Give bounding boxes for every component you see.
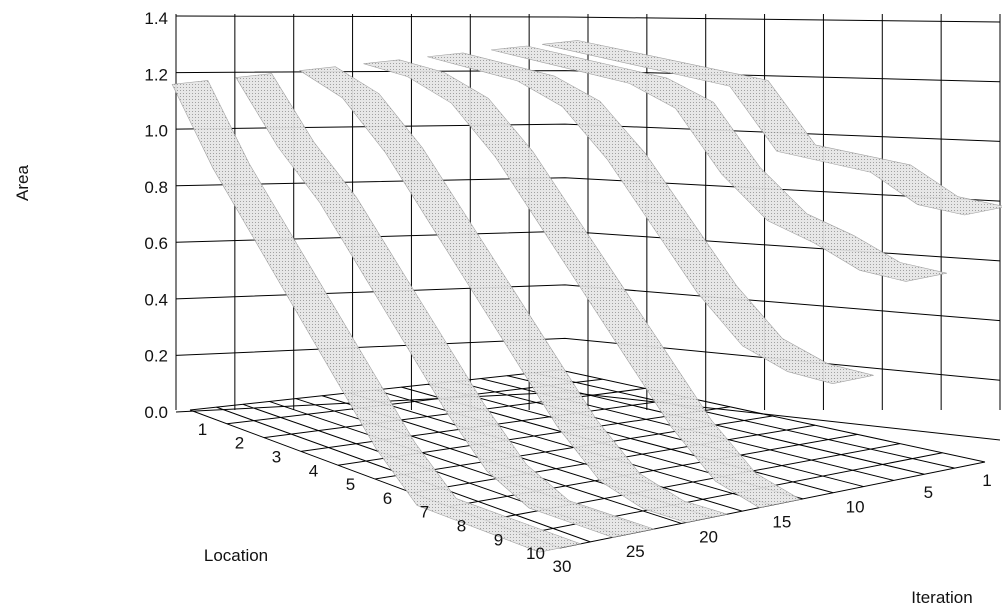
location-tick-label: 6 (383, 489, 392, 508)
z-gridline (175, 337, 1001, 381)
z-tick-label: 0.6 (144, 234, 168, 253)
z-tick-label: 1.0 (144, 122, 168, 141)
location-axis-ticks: 1 2 3 4 5 6 7 8 9 10 (198, 420, 545, 563)
z-tick-label: 0.0 (144, 403, 168, 422)
location-tick-label: 10 (526, 544, 545, 563)
z-tick-label: 0.8 (144, 178, 168, 197)
location-tick-label: 4 (309, 461, 318, 480)
surface-ribbons (171, 40, 1002, 553)
floor-gridline (427, 383, 834, 494)
x-axis-label: Location (204, 546, 268, 565)
iteration-tick-label: 30 (553, 557, 572, 576)
iteration-tick-label: 10 (846, 498, 865, 517)
floor-gridline (454, 380, 864, 488)
z-gridline (175, 15, 1001, 23)
location-tick-label: 2 (235, 434, 244, 453)
iteration-tick-label: 20 (699, 527, 718, 546)
location-tick-label: 7 (420, 503, 429, 522)
surface-ribbon (235, 73, 655, 538)
z-axis-ticks: 0.0 0.2 0.4 0.6 0.8 1.0 1.2 1.4 (144, 9, 168, 422)
surface-ribbon (363, 59, 802, 508)
iteration-tick-label: 1 (982, 471, 991, 490)
floor-gridline (559, 369, 986, 463)
y-axis-label: Iteration (911, 588, 972, 607)
z-gridline (175, 123, 1001, 142)
floor-gridline (348, 392, 743, 512)
iteration-tick-label: 25 (626, 542, 645, 561)
z-axis-label: Area (13, 165, 32, 201)
surface-ribbon (171, 80, 582, 553)
location-tick-label: 5 (346, 475, 355, 494)
surface-ribbon (298, 66, 728, 523)
location-tick-label: 8 (457, 517, 466, 536)
surface-ribbon (491, 45, 947, 282)
location-tick-label: 1 (198, 420, 207, 439)
z-tick-label: 1.4 (144, 9, 168, 28)
location-tick-label: 9 (494, 530, 503, 549)
z-tick-label: 0.4 (144, 290, 168, 309)
floor-gridline (533, 372, 955, 469)
surface-ribbon (427, 52, 874, 384)
iteration-tick-label: 15 (772, 513, 791, 532)
z-tick-label: 1.2 (144, 65, 168, 84)
location-tick-label: 3 (272, 448, 281, 467)
z-tick-label: 0.2 (144, 347, 168, 366)
iteration-tick-label: 5 (924, 483, 933, 502)
surface-ribbon (542, 40, 1002, 216)
